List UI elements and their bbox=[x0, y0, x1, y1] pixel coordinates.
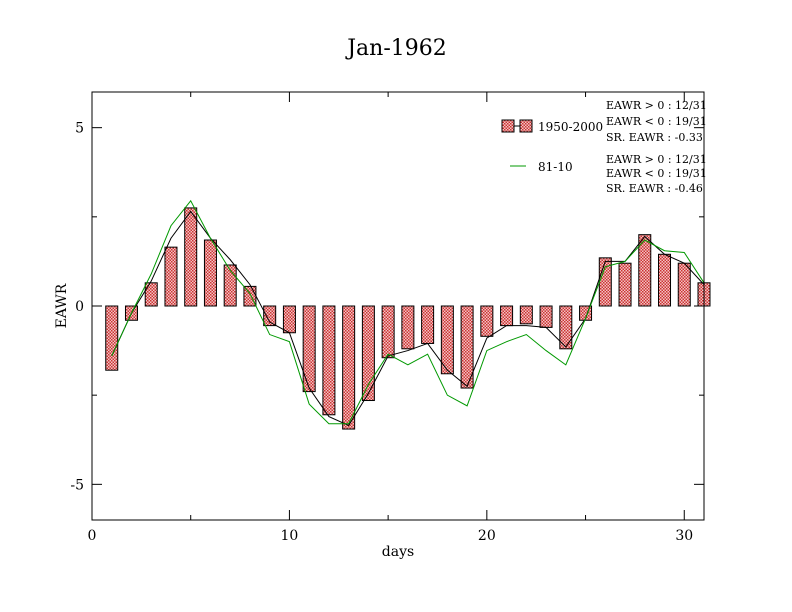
x-axis-label: days bbox=[382, 544, 414, 560]
y-tick-label: 0 bbox=[75, 299, 84, 315]
line-series bbox=[111, 199, 705, 427]
legend-stat-81-10-neg: EAWR < 0 : 19/31 bbox=[606, 167, 707, 180]
bar-day-12 bbox=[322, 305, 336, 416]
bar-day-24 bbox=[559, 305, 573, 350]
bar-day-19 bbox=[460, 305, 474, 389]
legend-stat-81-10-pos: EAWR > 0 : 12/31 bbox=[606, 153, 707, 166]
bar-day-7 bbox=[223, 264, 237, 307]
legend-stat-1950-2000-neg: EAWR < 0 : 19/31 bbox=[606, 115, 707, 128]
bar-day-9 bbox=[263, 305, 277, 327]
legend-stat-81-10-sr: SR. EAWR : -0.46 bbox=[606, 182, 703, 195]
bar-day-5 bbox=[184, 207, 198, 307]
bar-day-16 bbox=[401, 305, 415, 350]
axis-ticks: 0 10 20 30 -5 0 5 bbox=[70, 92, 704, 544]
bar-series-1950-2000 bbox=[105, 207, 711, 430]
bar-day-10 bbox=[282, 305, 296, 334]
x-tick-label: 20 bbox=[478, 528, 496, 544]
y-axis-label: EAWR bbox=[54, 283, 70, 328]
bar-day-28 bbox=[638, 234, 652, 307]
legend-stat-1950-2000-pos: EAWR > 0 : 12/31 bbox=[606, 99, 707, 112]
line-series-81-10 bbox=[111, 199, 705, 425]
legend-label-81-10: 81-10 bbox=[538, 160, 573, 174]
bar-day-13 bbox=[342, 305, 356, 430]
legend-stat-1950-2000-sr: SR. EAWR : -0.33 bbox=[606, 131, 703, 144]
bar-day-23 bbox=[539, 305, 553, 328]
bar-day-29 bbox=[658, 253, 672, 307]
bar-day-30 bbox=[677, 262, 691, 307]
bar-day-6 bbox=[203, 239, 217, 307]
bar-day-18 bbox=[440, 305, 454, 375]
bar-day-3 bbox=[144, 282, 158, 307]
y-tick-label: 5 bbox=[75, 121, 84, 137]
bar-day-20 bbox=[480, 305, 494, 337]
legend-swatch-bar-1 bbox=[501, 119, 515, 133]
chart-title: Jan-1962 bbox=[345, 36, 447, 61]
x-tick-label: 10 bbox=[281, 528, 299, 544]
legend: 1950-2000 EAWR > 0 : 12/31 EAWR < 0 : 19… bbox=[501, 99, 707, 195]
legend-label-1950-2000: 1950-2000 bbox=[538, 120, 603, 134]
y-tick-label: -5 bbox=[70, 477, 84, 493]
legend-swatch-bar-2 bbox=[519, 119, 533, 133]
x-tick-label: 30 bbox=[675, 528, 693, 544]
bar-day-4 bbox=[164, 246, 178, 307]
bar-day-27 bbox=[618, 262, 632, 307]
bar-day-1 bbox=[105, 305, 119, 371]
bar-day-22 bbox=[519, 305, 533, 325]
x-tick-label: 0 bbox=[88, 528, 97, 544]
bar-day-14 bbox=[361, 305, 375, 402]
bar-day-15 bbox=[381, 305, 395, 359]
bar-day-21 bbox=[500, 305, 514, 327]
bar-day-17 bbox=[421, 305, 435, 344]
bar-day-11 bbox=[302, 305, 316, 393]
bar-day-26 bbox=[598, 257, 612, 307]
